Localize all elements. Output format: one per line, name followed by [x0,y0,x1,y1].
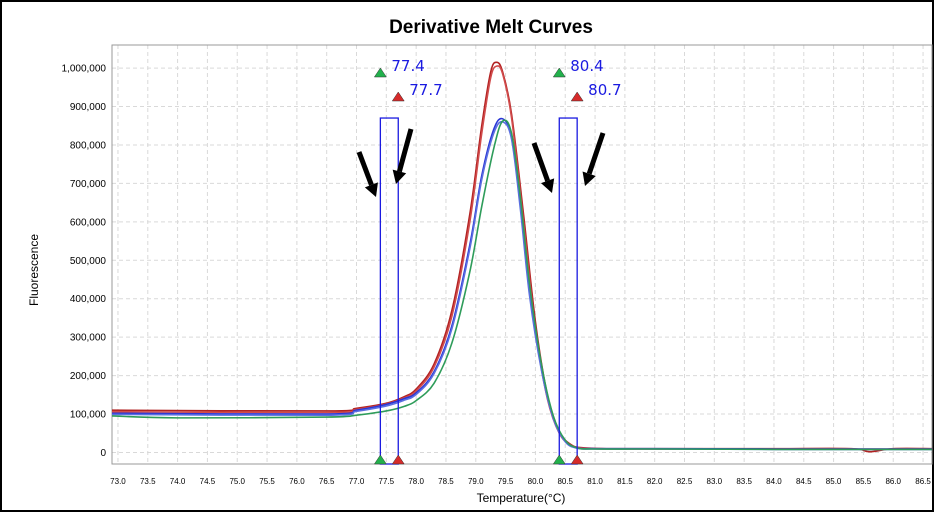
melt-curve-series-3 [111,117,933,450]
x-tick-label: 85.5 [856,477,872,486]
black-arrow-down-right-icon [531,142,550,182]
x-tick-label: 78.5 [438,477,454,486]
x-axis-label: Temperature(°C) [477,491,566,505]
melt-curve-series-2 [111,65,932,450]
annotation-label: 77.7 [409,81,442,99]
y-tick-label: 1,000,000 [62,64,107,75]
y-tick-label: 800,000 [70,140,107,151]
x-tick-label: 84.0 [766,477,782,486]
gridlines [112,45,932,464]
x-tick-label: 86.0 [885,477,901,486]
annotation-label: 80.4 [570,57,603,75]
y-tick-label: 100,000 [70,410,107,421]
x-tick-label: 79.0 [468,477,484,486]
y-tick-label: 600,000 [70,217,107,228]
x-tick-label: 77.5 [379,477,395,486]
series-group [111,61,933,453]
green-marker-axis [552,454,566,465]
black-arrow-down-left-icon [397,128,414,173]
arrowhead-icon [582,171,596,186]
melt-curve-series-5 [111,119,933,451]
x-tick-label: 83.0 [707,477,723,486]
y-axis-ticks: 0 100,000 200,000 300,000 400,000 500,000 600,… [62,64,107,459]
annotation-label: 80.7 [588,81,621,99]
x-tick-label: 83.5 [736,477,752,486]
x-tick-label: 76.5 [319,477,335,486]
y-tick-label: 500,000 [70,256,107,267]
x-axis-ticks: 73.0 73.5 74.0 74.5 75.0 75.5 76.0 76.5 77.0 77.5… [110,477,931,486]
melt-curve-series-1 [111,61,933,453]
x-tick-label: 82.0 [647,477,663,486]
red-marker-axis [570,454,584,465]
threshold-boxes [379,117,578,465]
x-tick-label: 76.0 [289,477,305,486]
plot-area [111,44,933,465]
melt-curve-series-4 [111,120,933,451]
green-marker-top [373,67,387,78]
arrow-annotations [356,128,606,197]
x-tick-label: 82.5 [677,477,693,486]
x-tick-label: 74.5 [200,477,216,486]
y-tick-label: 400,000 [70,294,107,305]
y-tick-label: 900,000 [70,102,107,113]
x-tick-label: 81.0 [587,477,603,486]
x-tick-label: 85.0 [826,477,842,486]
y-axis-label: Fluorescence [27,234,41,306]
y-tick-label: 200,000 [70,371,107,382]
x-tick-label: 86.5 [915,477,931,486]
x-tick-label: 77.0 [349,477,365,486]
red-marker-top [570,91,584,102]
x-tick-label: 80.5 [557,477,573,486]
x-tick-label: 74.0 [170,477,186,486]
x-tick-label: 84.5 [796,477,812,486]
y-tick-label: 0 [100,448,106,459]
y-tick-label: 300,000 [70,333,107,344]
threshold-box-2 [558,117,578,465]
y-tick-label: 700,000 [70,179,107,190]
threshold-box-1 [379,117,399,465]
x-tick-label: 80.0 [528,477,544,486]
arrowhead-icon [364,182,378,197]
red-marker-top [391,91,405,102]
x-tick-label: 81.5 [617,477,633,486]
x-tick-label: 79.5 [498,477,514,486]
chart-title: Derivative Melt Curves [389,17,593,38]
red-marker-axis [391,454,405,465]
temperature-markers: 77.4 77.7 80.4 80.7 [373,57,622,465]
x-tick-label: 75.0 [229,477,245,486]
x-tick-label: 75.5 [259,477,275,486]
green-marker-axis [373,454,387,465]
black-arrow-down-left-icon [586,132,606,175]
x-tick-label: 73.5 [140,477,156,486]
x-tick-label: 78.0 [408,477,424,486]
arrowhead-icon [392,169,407,184]
arrowhead-icon [541,178,555,193]
black-arrow-down-right-icon [356,151,374,186]
green-marker-top [552,67,566,78]
annotation-label: 77.4 [391,57,424,75]
x-tick-label: 73.0 [110,477,126,486]
